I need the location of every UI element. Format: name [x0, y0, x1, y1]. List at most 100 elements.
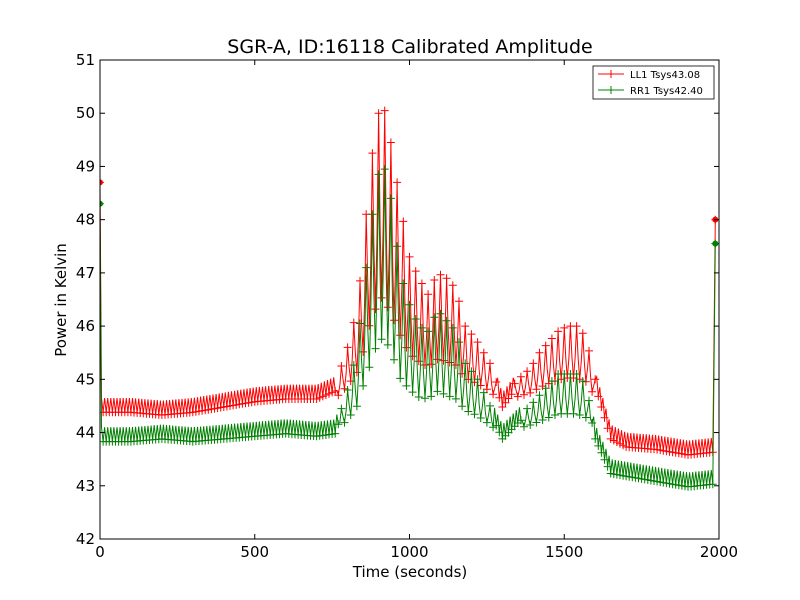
- data-point-marker: [436, 309, 445, 318]
- data-point-marker: [371, 344, 380, 353]
- y-tick-label: 45: [76, 370, 95, 388]
- data-point-marker: [578, 329, 587, 338]
- data-point-marker: [578, 377, 587, 386]
- y-tick-label: 51: [76, 51, 95, 69]
- data-point-marker: [600, 455, 609, 464]
- data-point-marker: [430, 313, 439, 322]
- data-point-marker: [334, 420, 343, 429]
- chart-title: SGR-A, ID:16118 Calibrated Amplitude: [227, 36, 592, 58]
- data-point-marker: [513, 392, 522, 401]
- data-point-marker: [501, 398, 510, 407]
- data-point-marker: [529, 359, 538, 368]
- data-point-marker: [365, 363, 374, 372]
- data-point-marker: [362, 263, 371, 272]
- data-point-marker: [396, 374, 405, 383]
- data-point-marker: [458, 402, 467, 411]
- data-point-marker: [498, 403, 507, 411]
- data-point-marker: [526, 421, 535, 429]
- data-point-marker: [439, 389, 448, 398]
- data-point-marker: [359, 347, 368, 356]
- data-point-marker: [433, 387, 442, 396]
- data-point-marker: [507, 390, 516, 399]
- data-point-marker: [473, 338, 482, 347]
- y-tick-label: 48: [76, 211, 95, 229]
- data-point-marker: [523, 367, 532, 376]
- data-point-marker: [479, 348, 488, 357]
- series-rr1: [100, 165, 719, 491]
- data-point-marker: [343, 343, 352, 352]
- data-point-marker: [532, 385, 541, 394]
- data-point-marker: [708, 480, 717, 489]
- data-point-marker: [560, 323, 569, 332]
- data-point-marker: [520, 422, 528, 431]
- data-point-marker: [482, 418, 491, 427]
- data-point-marker: [371, 305, 380, 314]
- data-point-marker: [495, 428, 504, 437]
- data-point-marker: [424, 327, 433, 336]
- data-point-marker: [399, 217, 408, 226]
- y-tick-label: 43: [76, 477, 95, 495]
- data-point-marker: [581, 413, 590, 422]
- data-point-marker: [377, 335, 386, 344]
- data-point-marker: [340, 418, 349, 427]
- data-point-marker: [380, 165, 389, 174]
- data-point-marker: [368, 210, 377, 219]
- legend-marker-ll1: [607, 70, 615, 78]
- data-point-marker: [356, 319, 364, 328]
- series-ll1: [100, 106, 719, 459]
- data-point-marker: [337, 404, 346, 413]
- data-point-marker: [405, 252, 414, 261]
- data-point-marker: [455, 297, 463, 306]
- data-point-marker: [455, 338, 463, 347]
- data-point-marker: [529, 398, 538, 407]
- data-point-marker: [352, 402, 361, 411]
- data-point-marker: [427, 392, 436, 401]
- legend-marker-rr1: [607, 86, 615, 94]
- data-point-marker: [547, 377, 556, 386]
- endpoint-marker: [100, 179, 103, 186]
- y-tick-label: 49: [76, 157, 95, 175]
- data-point-marker: [535, 348, 544, 357]
- data-point-marker: [492, 378, 501, 386]
- data-point-marker: [572, 322, 581, 331]
- data-point-marker: [461, 322, 470, 331]
- data-point-marker: [414, 357, 423, 366]
- data-point-marker: [448, 323, 457, 332]
- data-point-marker: [393, 178, 402, 187]
- data-point-marker: [495, 393, 504, 402]
- data-point-marker: [433, 355, 442, 364]
- data-point-marker: [374, 109, 383, 118]
- legend-label-ll1: LL1 Tsys43.08: [630, 70, 700, 81]
- data-point-marker: [520, 390, 528, 399]
- data-point-marker: [399, 279, 408, 288]
- data-point-marker: [572, 370, 581, 378]
- data-point-marker: [430, 276, 439, 284]
- x-tick-label: 1500: [545, 543, 583, 561]
- data-point-marker: [541, 341, 550, 350]
- data-point-marker: [402, 343, 411, 352]
- y-tick-label: 46: [76, 317, 95, 335]
- data-point-marker: [544, 413, 553, 422]
- endpoint-marker: [100, 200, 103, 207]
- data-point-marker: [486, 359, 494, 368]
- data-point-marker: [442, 274, 451, 283]
- data-point-marker: [337, 362, 346, 370]
- data-point-marker: [479, 388, 488, 397]
- data-point-marker: [421, 394, 429, 403]
- data-point-marker: [393, 242, 402, 251]
- data-point-marker: [374, 170, 383, 179]
- data-point-marker: [489, 390, 498, 399]
- x-tick-label: 500: [240, 543, 269, 561]
- data-point-marker: [424, 290, 433, 299]
- data-point-marker: [467, 330, 476, 339]
- data-point-marker: [541, 384, 550, 393]
- data-point-marker: [526, 388, 535, 397]
- data-point-marker: [554, 327, 563, 336]
- data-point-marker: [380, 106, 389, 115]
- y-tick-label: 44: [76, 424, 95, 442]
- data-point-marker: [365, 321, 374, 330]
- data-point-marker: [451, 394, 460, 403]
- y-axis-label: Power in Kelvin: [52, 243, 70, 357]
- data-point-marker: [591, 434, 600, 443]
